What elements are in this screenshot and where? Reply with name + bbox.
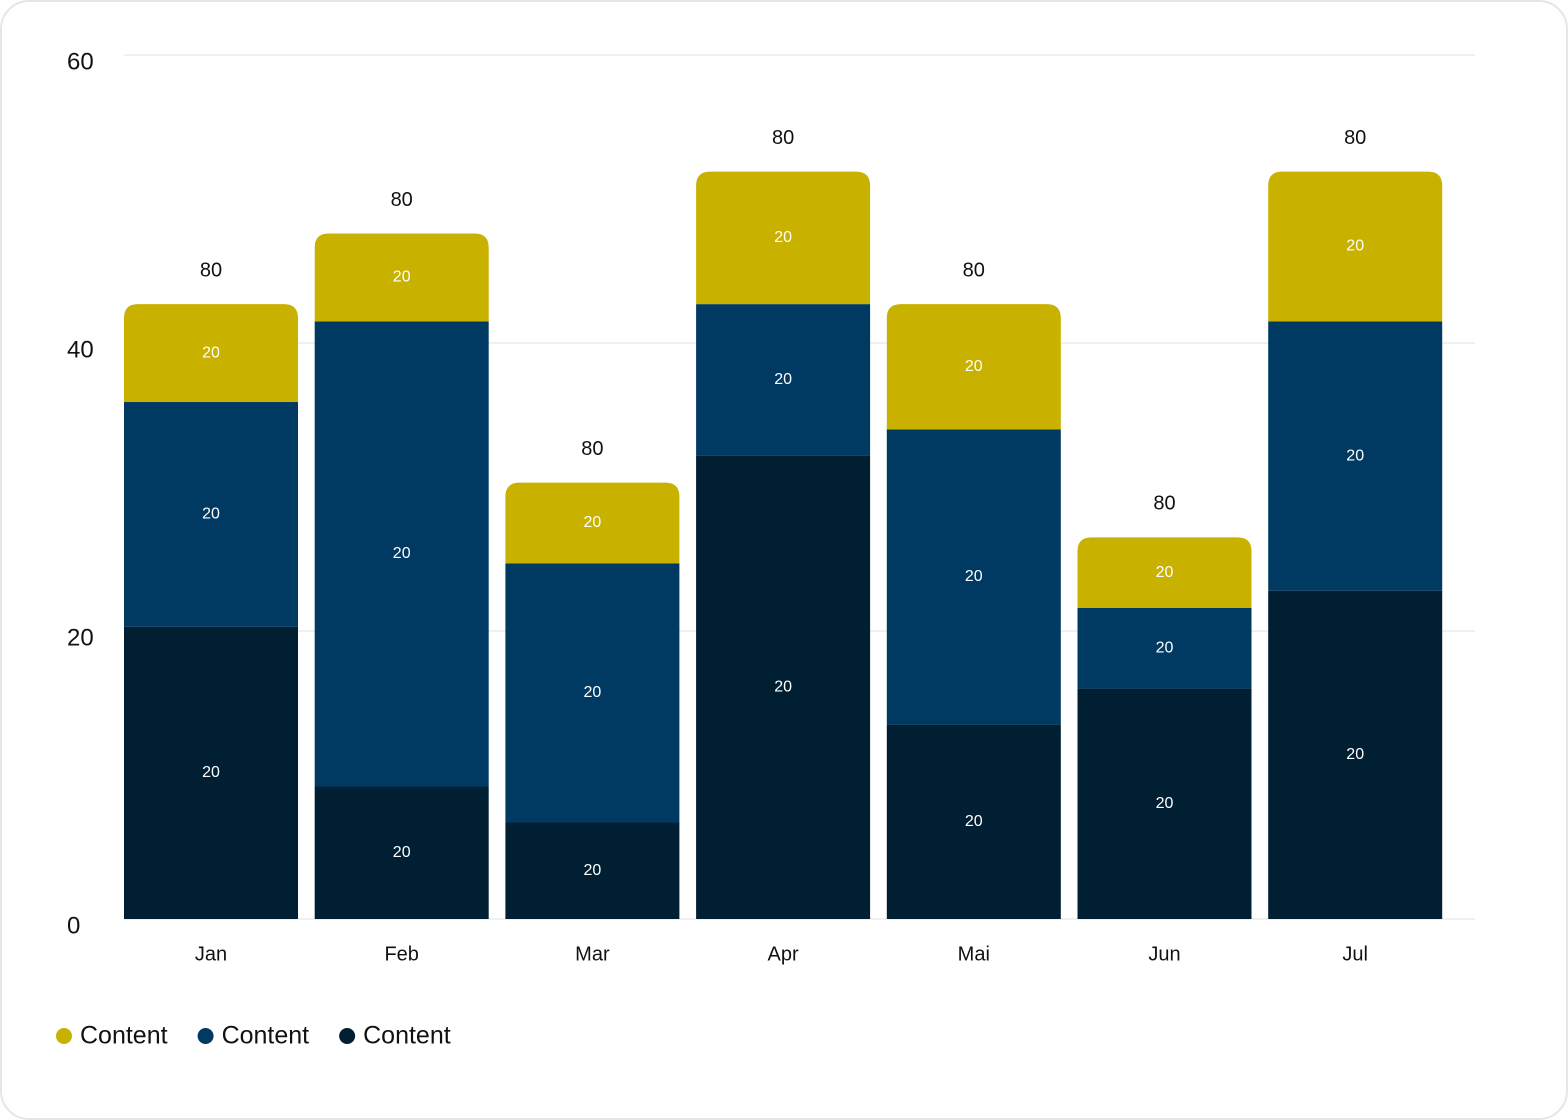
bar-segment — [1268, 590, 1443, 919]
bar-segment — [696, 304, 871, 456]
bar-segment — [1268, 321, 1443, 591]
total-label: 80 — [391, 189, 413, 211]
legend-label: Content — [222, 1022, 310, 1050]
segment-label: 20 — [393, 844, 411, 861]
bar-segment — [696, 455, 871, 919]
legend-marker — [339, 1028, 356, 1044]
bar-segment — [505, 563, 680, 823]
bar-segment — [314, 233, 489, 322]
bar-segment — [124, 402, 298, 627]
total-label: 80 — [963, 259, 985, 281]
segment-label: 20 — [965, 568, 983, 585]
segment-label: 20 — [774, 678, 792, 695]
bar-segment — [1077, 688, 1252, 919]
x-tick-label: Mar — [575, 943, 610, 965]
x-tick-label: Apr — [768, 943, 799, 965]
segment-label: 20 — [584, 684, 602, 701]
legend-label: Content — [363, 1022, 451, 1050]
x-tick-label: Mai — [958, 943, 990, 965]
bar-segment — [886, 304, 1061, 430]
bar-segment — [314, 786, 489, 919]
x-tick-label: Feb — [384, 943, 418, 965]
segment-label: 20 — [1346, 746, 1364, 763]
legend-label: Content — [80, 1022, 168, 1050]
segment-label: 20 — [1346, 238, 1364, 255]
total-label: 80 — [581, 438, 603, 460]
bar-segment — [1077, 607, 1252, 689]
segment-label: 20 — [202, 764, 220, 781]
segment-label: 20 — [584, 514, 602, 531]
bar-segment — [1268, 171, 1443, 322]
bar-segment — [696, 171, 871, 305]
bar-segment — [1077, 537, 1252, 608]
total-label: 80 — [1153, 493, 1175, 515]
segment-label: 20 — [393, 269, 411, 286]
x-tick-label: Jul — [1342, 943, 1368, 965]
segment-label: 20 — [1156, 795, 1174, 812]
legend-marker — [197, 1028, 214, 1044]
y-tick-label: 20 — [67, 624, 94, 651]
bar-segment — [314, 321, 489, 787]
segment-label: 20 — [584, 862, 602, 879]
bar-segment — [886, 429, 1061, 725]
segment-label: 20 — [1156, 564, 1174, 581]
y-tick-label: 60 — [67, 48, 94, 75]
segment-label: 20 — [965, 358, 983, 375]
bar-segment — [886, 724, 1061, 919]
total-label: 80 — [200, 259, 222, 281]
segment-label: 20 — [774, 371, 792, 388]
bar-segment — [124, 626, 298, 919]
x-tick-label: Jun — [1148, 943, 1180, 965]
x-tick-label: Jan — [195, 943, 227, 965]
total-label: 80 — [772, 127, 794, 149]
bar-segment — [505, 482, 680, 564]
legend-marker — [56, 1028, 72, 1044]
segment-label: 20 — [965, 813, 983, 830]
segment-label: 20 — [202, 506, 220, 523]
total-label: 80 — [1344, 127, 1366, 149]
bar-segment — [124, 304, 298, 403]
segment-label: 20 — [393, 545, 411, 562]
y-tick-label: 0 — [67, 912, 80, 939]
bar-segment — [505, 822, 680, 919]
y-tick-label: 40 — [67, 336, 94, 363]
segment-label: 20 — [202, 344, 220, 361]
segment-label: 20 — [1156, 639, 1174, 656]
segment-label: 20 — [1346, 447, 1364, 464]
segment-label: 20 — [774, 229, 792, 246]
